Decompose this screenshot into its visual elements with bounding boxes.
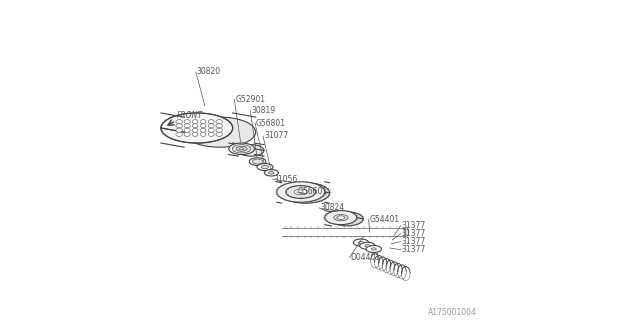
Text: 31056: 31056: [274, 175, 298, 184]
Ellipse shape: [208, 128, 214, 132]
Ellipse shape: [208, 124, 214, 128]
Ellipse shape: [176, 132, 182, 136]
Ellipse shape: [200, 124, 206, 128]
Ellipse shape: [294, 189, 307, 195]
Ellipse shape: [193, 128, 198, 132]
Text: 30820: 30820: [197, 68, 221, 76]
Ellipse shape: [200, 120, 206, 124]
Ellipse shape: [216, 128, 223, 132]
Ellipse shape: [333, 214, 348, 221]
Ellipse shape: [200, 132, 206, 136]
Ellipse shape: [238, 145, 264, 156]
Ellipse shape: [184, 132, 190, 136]
Text: FRONT: FRONT: [177, 111, 203, 120]
Ellipse shape: [161, 113, 233, 143]
Ellipse shape: [358, 241, 364, 244]
Ellipse shape: [250, 158, 266, 165]
Text: 30824: 30824: [320, 204, 344, 212]
Ellipse shape: [184, 128, 190, 132]
Ellipse shape: [264, 170, 278, 176]
Ellipse shape: [216, 132, 223, 136]
Ellipse shape: [360, 242, 375, 249]
Ellipse shape: [261, 165, 269, 169]
Text: G56601: G56601: [298, 188, 328, 196]
Ellipse shape: [176, 120, 182, 124]
Text: G54401: G54401: [370, 215, 400, 224]
Ellipse shape: [236, 146, 247, 151]
Text: 31377: 31377: [402, 245, 426, 254]
Ellipse shape: [176, 128, 182, 132]
Text: A175001004: A175001004: [428, 308, 477, 317]
Ellipse shape: [184, 117, 256, 147]
Ellipse shape: [208, 120, 214, 124]
Text: G56801: G56801: [256, 119, 286, 128]
Text: 30819: 30819: [251, 106, 275, 115]
Ellipse shape: [193, 120, 198, 124]
Ellipse shape: [371, 248, 376, 250]
Text: G52901: G52901: [236, 95, 265, 104]
Ellipse shape: [353, 239, 369, 246]
Text: 31377: 31377: [402, 237, 426, 246]
Text: 31077: 31077: [264, 132, 288, 140]
Ellipse shape: [184, 124, 190, 128]
Ellipse shape: [337, 216, 345, 220]
Ellipse shape: [252, 159, 263, 164]
Ellipse shape: [366, 245, 381, 252]
Ellipse shape: [365, 244, 370, 247]
Ellipse shape: [176, 124, 182, 128]
Ellipse shape: [200, 128, 206, 132]
Ellipse shape: [257, 164, 273, 171]
Ellipse shape: [404, 228, 409, 236]
Text: D04401: D04401: [351, 253, 381, 262]
Ellipse shape: [290, 186, 321, 200]
Ellipse shape: [184, 120, 190, 124]
Text: 31377: 31377: [402, 221, 426, 230]
Ellipse shape: [228, 143, 255, 155]
Ellipse shape: [277, 182, 325, 202]
Ellipse shape: [269, 172, 274, 174]
Ellipse shape: [193, 132, 198, 136]
Ellipse shape: [324, 211, 357, 225]
Ellipse shape: [208, 132, 214, 136]
Ellipse shape: [216, 120, 223, 124]
Ellipse shape: [216, 124, 223, 128]
Ellipse shape: [232, 145, 251, 153]
Ellipse shape: [286, 186, 316, 198]
Ellipse shape: [239, 148, 244, 150]
Ellipse shape: [332, 212, 364, 226]
Text: 31377: 31377: [402, 229, 426, 238]
Ellipse shape: [282, 183, 330, 203]
Ellipse shape: [193, 124, 198, 128]
